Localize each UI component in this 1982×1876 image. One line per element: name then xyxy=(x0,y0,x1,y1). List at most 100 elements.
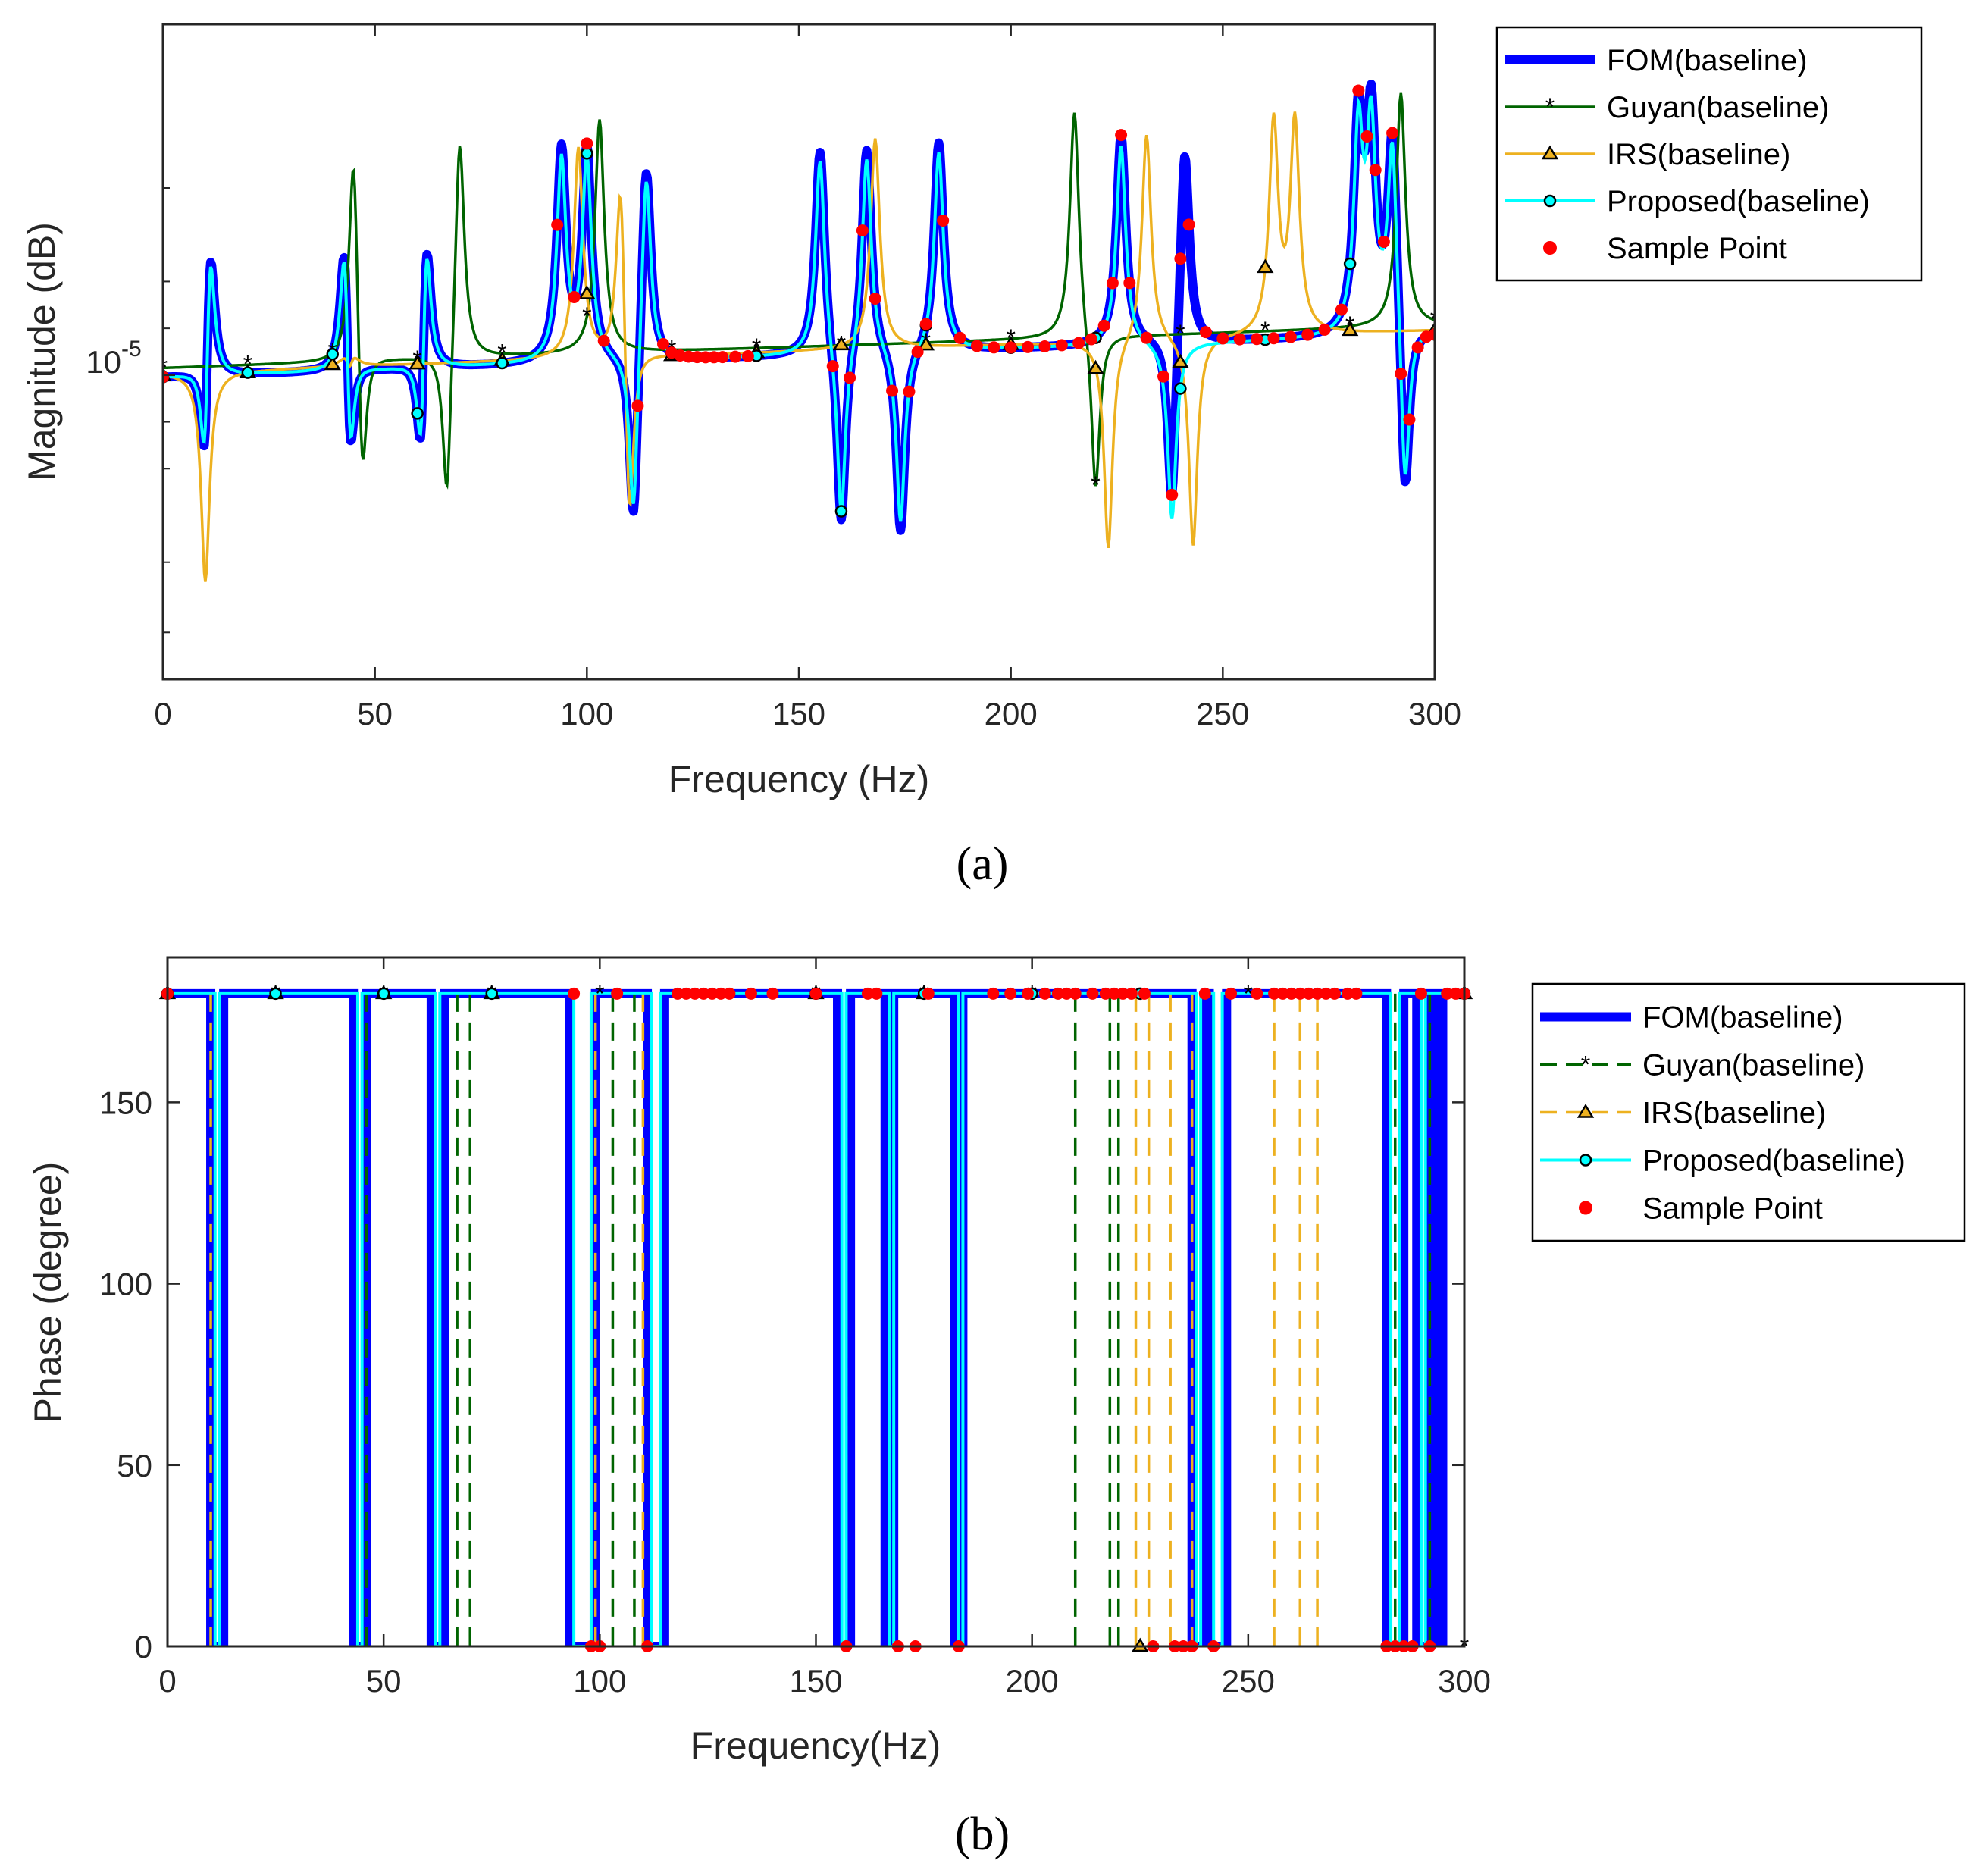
legend-label: IRS(baseline) xyxy=(1607,138,1790,171)
sample-point-b xyxy=(1350,987,1363,1000)
sample-point-a xyxy=(597,334,610,347)
ytick-label-a: 10-5 xyxy=(86,337,141,380)
sample-point-b xyxy=(611,987,624,1000)
sample-point-b xyxy=(1021,987,1034,1000)
sample-point-b xyxy=(706,987,719,1000)
ytick-label-b: 100 xyxy=(99,1267,152,1302)
xtick-label-a: 50 xyxy=(357,696,393,731)
sample-point-a xyxy=(1411,341,1424,354)
guyan-marker: * xyxy=(1176,320,1185,347)
sample-point-a xyxy=(1403,413,1416,426)
sample-point-a xyxy=(716,351,729,364)
irs-marker xyxy=(1341,321,1359,337)
irs-marker xyxy=(409,355,426,370)
sample-point-b xyxy=(1225,987,1238,1000)
sample-point-a xyxy=(1199,326,1212,339)
sample-point-a xyxy=(631,399,644,412)
sample-point-b xyxy=(744,987,757,1000)
sample-point-b xyxy=(671,987,684,1000)
sample-point-b xyxy=(1311,987,1324,1000)
sample-point-a xyxy=(1335,303,1348,316)
ytick-label-b: 50 xyxy=(117,1448,152,1483)
proposed-marker xyxy=(834,505,848,518)
sample-point-a xyxy=(856,224,869,237)
sample-point-a xyxy=(937,214,950,227)
xtick-label-b: 200 xyxy=(1006,1663,1059,1699)
irs-marker xyxy=(1172,353,1189,368)
xtick-label-b: 150 xyxy=(789,1663,842,1699)
xtick-label-b: 300 xyxy=(1438,1663,1491,1699)
sample-point-a xyxy=(1251,333,1263,346)
sample-point-a xyxy=(708,351,721,364)
xtick-label-b: 50 xyxy=(366,1663,402,1699)
xtick-label-a: 150 xyxy=(772,696,825,731)
proposed-marker xyxy=(326,348,339,361)
sample-point-a xyxy=(1166,488,1179,501)
legend-marker-sample xyxy=(1543,241,1557,255)
sample-point-b xyxy=(861,987,874,1000)
xtick-label-b: 250 xyxy=(1222,1663,1275,1699)
legend-label: IRS(baseline) xyxy=(1642,1097,1826,1130)
sample-point-b xyxy=(723,987,736,1000)
sample-point-b xyxy=(1069,987,1082,1000)
sample-point-a xyxy=(1233,333,1246,346)
sample-point-a xyxy=(1318,323,1331,336)
sample-point-a xyxy=(1022,340,1035,353)
guyan-marker: * xyxy=(158,353,168,381)
sample-point-b xyxy=(1285,987,1298,1000)
sample-point-a xyxy=(163,371,169,384)
sample-point-b xyxy=(1108,987,1121,1000)
sample-point-b xyxy=(922,987,935,1000)
sample-point-a xyxy=(1352,84,1365,97)
legend-a: FOM(baseline) * Guyan(baseline) IRS(baselin… xyxy=(1495,26,1923,282)
proposed-marker xyxy=(485,987,498,1001)
sample-point-b xyxy=(1099,987,1112,1000)
caption-b: (b) xyxy=(955,1809,1010,1860)
guyan-marker: * xyxy=(1244,980,1253,1007)
sample-point-a xyxy=(1072,337,1085,349)
sample-point-a xyxy=(1216,332,1229,345)
xtick-label-a: 0 xyxy=(154,696,171,731)
irs-marker xyxy=(324,355,341,371)
sample-point-b xyxy=(1038,987,1051,1000)
guyan-marker: * xyxy=(582,302,591,330)
legend-marker-guyan: * xyxy=(1545,93,1555,121)
sample-point-b xyxy=(1328,987,1341,1000)
sample-point-b xyxy=(809,987,822,1000)
sample-point-a xyxy=(581,137,593,150)
legend-marker-proposed xyxy=(1579,1154,1592,1167)
proposed-marker xyxy=(1174,382,1187,395)
sample-point-b xyxy=(1251,987,1263,1000)
legend-marker-irs xyxy=(1541,145,1559,160)
legend-marker-sample xyxy=(1579,1201,1592,1215)
xtick-label-a: 300 xyxy=(1408,696,1461,731)
sample-point-b xyxy=(1294,987,1307,1000)
sample-point-a xyxy=(1085,333,1097,346)
sample-point-a xyxy=(1157,370,1170,383)
plot-area-b xyxy=(168,957,1464,1646)
ytick-label-b: 150 xyxy=(99,1085,152,1120)
sample-point-a xyxy=(1115,129,1128,142)
guyan-marker: * xyxy=(1430,305,1439,333)
xtick-label-a: 250 xyxy=(1196,696,1249,731)
sample-point-a xyxy=(869,292,881,305)
sample-point-b xyxy=(1125,987,1138,1000)
sample-point-a xyxy=(690,351,703,364)
sample-point-a xyxy=(1055,339,1068,352)
sample-point-a xyxy=(826,360,839,373)
sample-point-b xyxy=(568,987,581,1000)
sample-point-a xyxy=(1097,319,1110,332)
guyan-marker: * xyxy=(1091,471,1100,499)
sample-point-a xyxy=(1140,331,1153,344)
proposed-marker xyxy=(241,366,255,379)
proposed-marker xyxy=(269,987,282,1001)
sample-point-a xyxy=(1369,164,1382,177)
proposed-marker xyxy=(496,356,509,370)
sample-point-a xyxy=(1301,328,1314,341)
irs-marker xyxy=(578,285,596,299)
sample-point-a xyxy=(1004,341,1017,354)
irs-marker xyxy=(832,336,850,351)
sample-point-b xyxy=(1302,987,1315,1000)
legend-label: Proposed(baseline) xyxy=(1607,185,1870,218)
